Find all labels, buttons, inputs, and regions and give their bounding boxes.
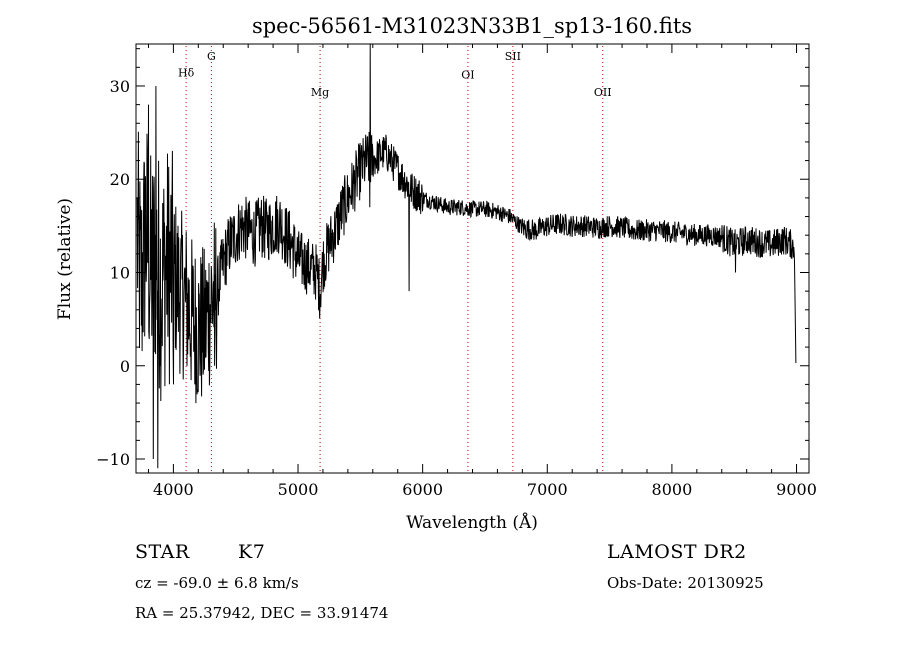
y-tick-label: 0 [120,357,130,376]
y-tick-label: −10 [96,450,130,469]
x-tick-label: 9000 [776,480,817,499]
x-tick-label: 8000 [652,480,693,499]
x-tick-label: 4000 [153,480,194,499]
spectral-line-label: SII [505,50,521,63]
spectral-line-label: OII [594,86,612,99]
coordinates-text: RA = 25.37942, DEC = 33.91474 [135,604,389,622]
y-axis-label: Flux (relative) [55,198,75,320]
x-tick-label: 6000 [402,480,443,499]
y-tick-label: 20 [110,170,130,189]
spectral-line-label: G [207,50,216,63]
spectral-line-label: OI [461,69,474,82]
object-subclass: K7 [238,541,266,563]
x-tick-label: 7000 [527,480,568,499]
chart-title: spec-56561-M31023N33B1_sp13-160.fits [252,14,692,38]
object-class: STAR [135,541,190,563]
y-tick-label: 10 [110,263,130,282]
spectral-line-label: Hδ [178,67,195,80]
x-axis-label: Wavelength (Å) [406,512,538,533]
y-tick-label: 30 [110,77,130,96]
survey-name: LAMOST DR2 [607,541,747,563]
x-tick-label: 5000 [278,480,319,499]
obs-date-text: Obs-Date: 20130925 [607,574,764,592]
spectrum-series-line [136,43,797,469]
redshift-text: cz = -69.0 ± 6.8 km/s [135,574,299,592]
spectral-line-label: Mg [311,86,329,99]
